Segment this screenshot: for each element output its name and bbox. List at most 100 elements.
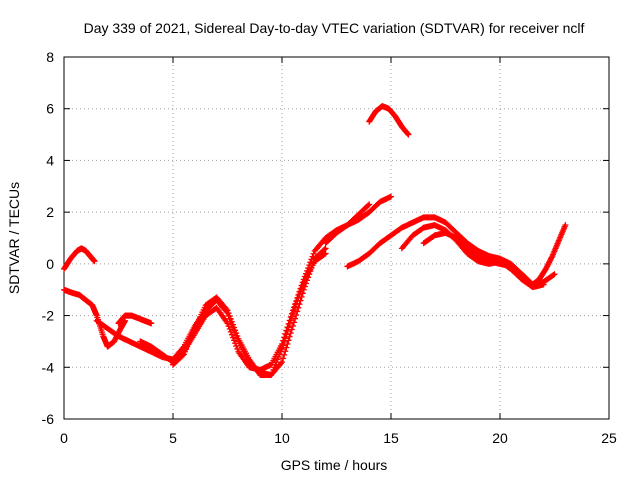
x-axis-label: GPS time / hours xyxy=(281,457,388,473)
data-point xyxy=(289,309,296,316)
data-point xyxy=(225,310,232,317)
series-arc-05 xyxy=(137,201,373,373)
series-arc-01 xyxy=(61,245,98,273)
y-tick-label: 8 xyxy=(46,49,54,65)
data-point xyxy=(279,346,285,353)
data-point xyxy=(551,271,558,278)
data-point xyxy=(226,326,233,333)
data-points xyxy=(61,103,569,379)
data-point xyxy=(233,343,240,350)
data-point xyxy=(299,282,306,289)
data-point xyxy=(548,254,555,261)
data-point xyxy=(284,341,291,348)
y-tick-label: 2 xyxy=(46,204,54,220)
data-point xyxy=(229,334,236,341)
data-point xyxy=(405,131,412,138)
data-point xyxy=(287,317,294,324)
data-point xyxy=(232,327,239,334)
data-point xyxy=(295,294,302,301)
data-point xyxy=(286,333,293,340)
data-point xyxy=(91,258,98,265)
data-point xyxy=(234,345,241,352)
data-point xyxy=(285,324,292,331)
data-point xyxy=(283,344,290,351)
data-point xyxy=(288,313,295,320)
y-tick-label: 0 xyxy=(46,256,54,272)
data-point xyxy=(226,313,233,320)
data-point xyxy=(288,326,295,333)
data-point xyxy=(292,303,299,310)
data-point xyxy=(223,306,230,313)
data-point xyxy=(224,307,231,314)
x-tick-label: 15 xyxy=(383,430,399,446)
data-point xyxy=(298,285,305,292)
data-point xyxy=(148,320,155,327)
y-tick-label: -6 xyxy=(42,411,55,427)
data-point xyxy=(292,315,299,322)
data-point xyxy=(310,250,317,257)
x-tick-label: 0 xyxy=(60,430,68,446)
data-point xyxy=(297,288,304,295)
data-point xyxy=(562,222,569,229)
data-point xyxy=(321,251,328,258)
data-point xyxy=(293,300,300,307)
data-point xyxy=(308,256,315,263)
data-point xyxy=(231,337,238,344)
data-point xyxy=(224,320,231,327)
data-point xyxy=(227,328,234,335)
x-tick-label: 25 xyxy=(601,430,617,446)
data-point xyxy=(294,308,301,315)
series-arc-02 xyxy=(61,286,129,350)
data-point xyxy=(227,315,234,322)
data-point xyxy=(179,352,186,359)
data-point xyxy=(279,359,285,366)
data-point xyxy=(294,297,301,304)
data-point xyxy=(277,360,284,367)
data-point xyxy=(287,330,294,337)
data-point xyxy=(233,330,240,337)
data-point xyxy=(231,324,238,331)
data-point xyxy=(388,193,394,200)
data-point xyxy=(280,342,287,349)
y-tick-label: -2 xyxy=(42,308,55,324)
y-tick-label: 6 xyxy=(46,101,54,117)
data-point xyxy=(281,338,288,345)
plot-frame xyxy=(63,56,610,420)
series-arc-08 xyxy=(366,103,412,138)
y-axis-label: SDTVAR / TECUs xyxy=(6,182,22,294)
data-point xyxy=(366,201,373,208)
data-point xyxy=(290,306,297,313)
series-arc-07 xyxy=(322,193,394,247)
data-point xyxy=(284,328,291,335)
grid-lines xyxy=(64,57,609,419)
data-point xyxy=(285,337,292,344)
data-point xyxy=(322,250,329,257)
data-point xyxy=(228,318,235,325)
chart-title: Day 339 of 2021, Sidereal Day-to-day VTE… xyxy=(84,20,585,36)
data-point xyxy=(290,319,297,326)
x-tick-label: 10 xyxy=(274,430,290,446)
data-point xyxy=(309,253,316,260)
data-point xyxy=(296,291,303,298)
y-tick-label: 4 xyxy=(46,152,54,168)
data-point xyxy=(550,271,557,278)
series-arc-06 xyxy=(170,250,329,379)
data-point xyxy=(280,355,287,362)
data-point xyxy=(282,335,289,342)
data-point xyxy=(283,331,290,338)
data-point xyxy=(234,332,241,339)
data-point xyxy=(322,245,329,252)
data-point xyxy=(232,340,239,347)
data-point xyxy=(228,331,235,338)
data-point xyxy=(293,312,300,319)
data-point xyxy=(289,322,296,329)
x-tick-label: 20 xyxy=(492,430,508,446)
series-arc-12 xyxy=(529,222,569,288)
data-point xyxy=(307,259,314,266)
series-arc-03 xyxy=(115,312,155,327)
data-point xyxy=(229,321,236,328)
data-point xyxy=(404,130,411,137)
y-tick-label: -4 xyxy=(42,359,55,375)
data-point xyxy=(225,323,232,330)
